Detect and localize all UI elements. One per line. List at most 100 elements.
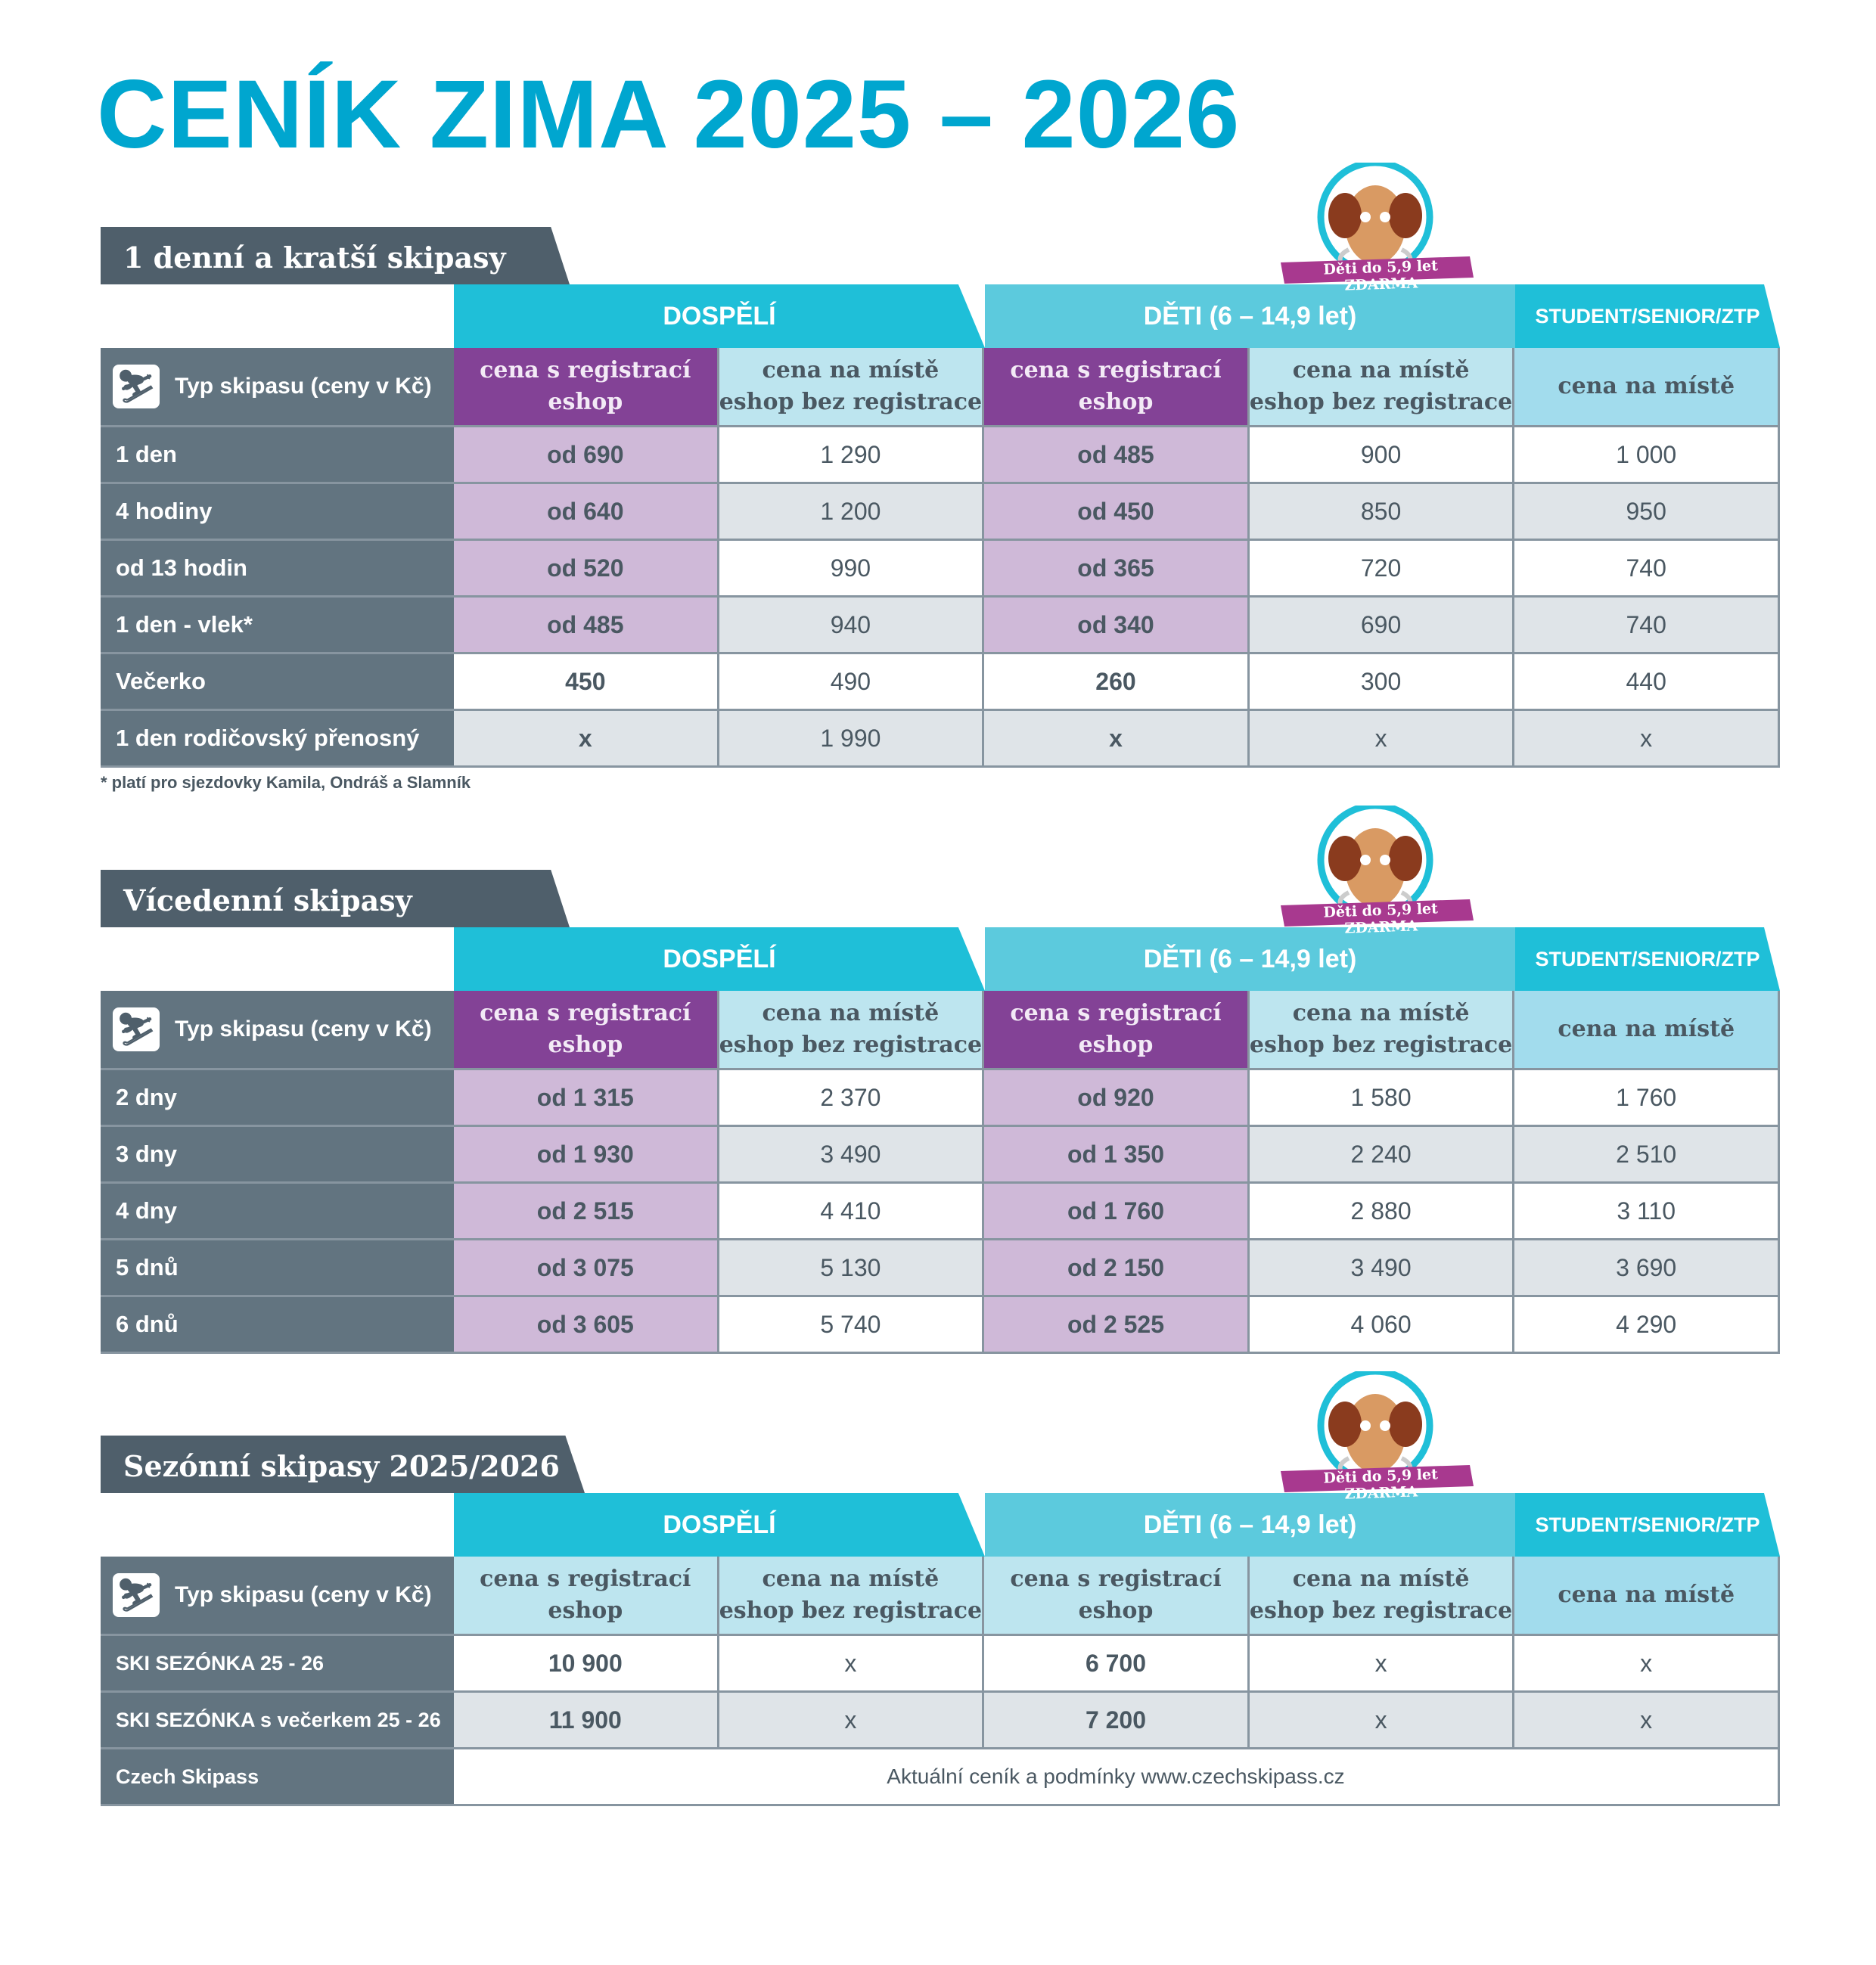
price-cell: 2 370 — [719, 1070, 985, 1127]
price-cell: x — [1514, 711, 1780, 768]
group-header-0: DOSPĚLÍ — [454, 927, 985, 991]
price-cell: 3 690 — [1514, 1240, 1780, 1297]
mammoth-icon — [1281, 1367, 1474, 1492]
mammoth-icon — [1281, 802, 1474, 927]
price-cell: od 2 525 — [984, 1297, 1250, 1354]
badge-text: Děti do 5,9 let ZDARMA — [1323, 900, 1439, 937]
price-cell: 11 900 — [454, 1693, 719, 1749]
price-cell: od 485 — [984, 427, 1250, 484]
subheader-3: cena na místě eshop bez registrace — [1249, 1557, 1515, 1636]
price-cell: 6 700 — [984, 1636, 1250, 1693]
row-label: 3 dny — [101, 1127, 454, 1184]
column-header-type: ⛷ Typ skipasu (ceny v Kč) — [101, 1557, 454, 1636]
subheader-2: cena s registrací eshop — [984, 348, 1250, 427]
price-cell: 5 130 — [719, 1240, 985, 1297]
footnote: * platí pro sjezdovky Kamila, Ondráš a S… — [101, 773, 471, 792]
group-header-2: STUDENT/SENIOR/ZTP — [1515, 1493, 1780, 1557]
price-cell: 1 000 — [1514, 427, 1780, 484]
price-table: ⛷ Typ skipasu (ceny v Kč) cena s registrac… — [101, 1557, 1780, 1806]
subheader-2: cena s registrací eshop — [984, 991, 1250, 1070]
price-cell: x — [984, 711, 1250, 768]
price-cell: 850 — [1249, 484, 1515, 541]
price-cell: od 520 — [454, 541, 719, 598]
group-header-2: STUDENT/SENIOR/ZTP — [1515, 284, 1780, 348]
price-cell: x — [719, 1693, 985, 1749]
price-cell: 2 880 — [1249, 1184, 1515, 1240]
row-label: 6 dnů — [101, 1297, 454, 1354]
row-label: SKI SEZÓNKA 25 - 26 — [101, 1636, 454, 1693]
price-cell: od 1 930 — [454, 1127, 719, 1184]
badge-text: Děti do 5,9 let ZDARMA — [1323, 1466, 1439, 1503]
price-cell: 1 760 — [1514, 1070, 1780, 1127]
group-header-0: DOSPĚLÍ — [454, 1493, 985, 1557]
corner-label: Typ skipasu (ceny v Kč) — [175, 374, 432, 399]
row-label: 1 den - vlek* — [101, 598, 454, 654]
price-cell: 4 410 — [719, 1184, 985, 1240]
price-cell: 450 — [454, 654, 719, 711]
price-cell: 7 200 — [984, 1693, 1250, 1749]
badge-text: Děti do 5,9 let ZDARMA — [1323, 257, 1439, 294]
group-header-1: DĚTI (6 – 14,9 let) — [985, 927, 1515, 991]
price-cell: od 2 150 — [984, 1240, 1250, 1297]
price-table: ⛷ Typ skipasu (ceny v Kč) cena s registrac… — [101, 991, 1780, 1354]
price-section: Sezónní skipasy 2025/2026 DOSPĚLÍ DĚTI (6 … — [101, 1367, 1780, 1965]
price-cell: 2 510 — [1514, 1127, 1780, 1184]
column-header-type: ⛷ Typ skipasu (ceny v Kč) — [101, 991, 454, 1070]
price-cell: od 2 515 — [454, 1184, 719, 1240]
price-cell: 490 — [719, 654, 985, 711]
price-cell: 690 — [1249, 598, 1515, 654]
price-cell: 740 — [1514, 598, 1780, 654]
price-cell: 4 060 — [1249, 1297, 1515, 1354]
price-cell: 300 — [1249, 654, 1515, 711]
price-cell: x — [1249, 1693, 1515, 1749]
row-label: 4 hodiny — [101, 484, 454, 541]
price-section: 1 denní a kratší skipasy DOSPĚLÍ DĚTI (6 –… — [101, 159, 1780, 768]
subheader-0: cena s registrací eshop — [454, 1557, 719, 1636]
price-cell: od 3 605 — [454, 1297, 719, 1354]
subheader-1: cena na místě eshop bez registrace — [719, 1557, 985, 1636]
subheader-0: cena s registrací eshop — [454, 991, 719, 1070]
price-cell: 1 580 — [1249, 1070, 1515, 1127]
skier-icon: ⛷ — [113, 1007, 160, 1051]
subheader-3: cena na místě eshop bez registrace — [1249, 348, 1515, 427]
subheader-4: cena na místě — [1514, 348, 1780, 427]
page-title: CENÍK ZIMA 2025 – 2026 — [97, 61, 1241, 169]
price-cell: 940 — [719, 598, 985, 654]
price-cell: 4 290 — [1514, 1297, 1780, 1354]
price-cell: 440 — [1514, 654, 1780, 711]
row-label: od 13 hodin — [101, 541, 454, 598]
price-cell: 950 — [1514, 484, 1780, 541]
mammoth-icon — [1281, 159, 1474, 284]
mammoth-badge: Děti do 5,9 let ZDARMA — [1281, 159, 1477, 299]
price-cell: od 1 315 — [454, 1070, 719, 1127]
row-label: Czech Skipass — [101, 1749, 454, 1806]
subheader-1: cena na místě eshop bez registrace — [719, 348, 985, 427]
price-cell: 3 110 — [1514, 1184, 1780, 1240]
column-header-type: ⛷ Typ skipasu (ceny v Kč) — [101, 348, 454, 427]
price-cell: od 1 760 — [984, 1184, 1250, 1240]
price-cell: 10 900 — [454, 1636, 719, 1693]
skier-icon: ⛷ — [113, 365, 160, 408]
row-label: 1 den rodičovský přenosný — [101, 711, 454, 768]
price-cell: od 1 350 — [984, 1127, 1250, 1184]
price-cell: x — [1249, 1636, 1515, 1693]
group-header-1: DĚTI (6 – 14,9 let) — [985, 1493, 1515, 1557]
row-label: SKI SEZÓNKA s večerkem 25 - 26 — [101, 1693, 454, 1749]
section-title: Sezónní skipasy 2025/2026 — [101, 1436, 585, 1493]
row-label: Večerko — [101, 654, 454, 711]
price-cell: od 340 — [984, 598, 1250, 654]
price-cell: x — [1514, 1693, 1780, 1749]
price-section: Vícedenní skipasy DOSPĚLÍ DĚTI (6 – 14,9 l… — [101, 802, 1780, 1399]
price-cell: 1 990 — [719, 711, 985, 768]
price-cell: 1 290 — [719, 427, 985, 484]
price-cell: 260 — [984, 654, 1250, 711]
price-cell: 990 — [719, 541, 985, 598]
subheader-0: cena s registrací eshop — [454, 348, 719, 427]
section-title: 1 denní a kratší skipasy — [101, 227, 570, 284]
row-label: 5 dnů — [101, 1240, 454, 1297]
subheader-4: cena na místě — [1514, 1557, 1780, 1636]
price-cell: 1 200 — [719, 484, 985, 541]
group-header-2: STUDENT/SENIOR/ZTP — [1515, 927, 1780, 991]
price-cell: 3 490 — [1249, 1240, 1515, 1297]
subheader-3: cena na místě eshop bez registrace — [1249, 991, 1515, 1070]
